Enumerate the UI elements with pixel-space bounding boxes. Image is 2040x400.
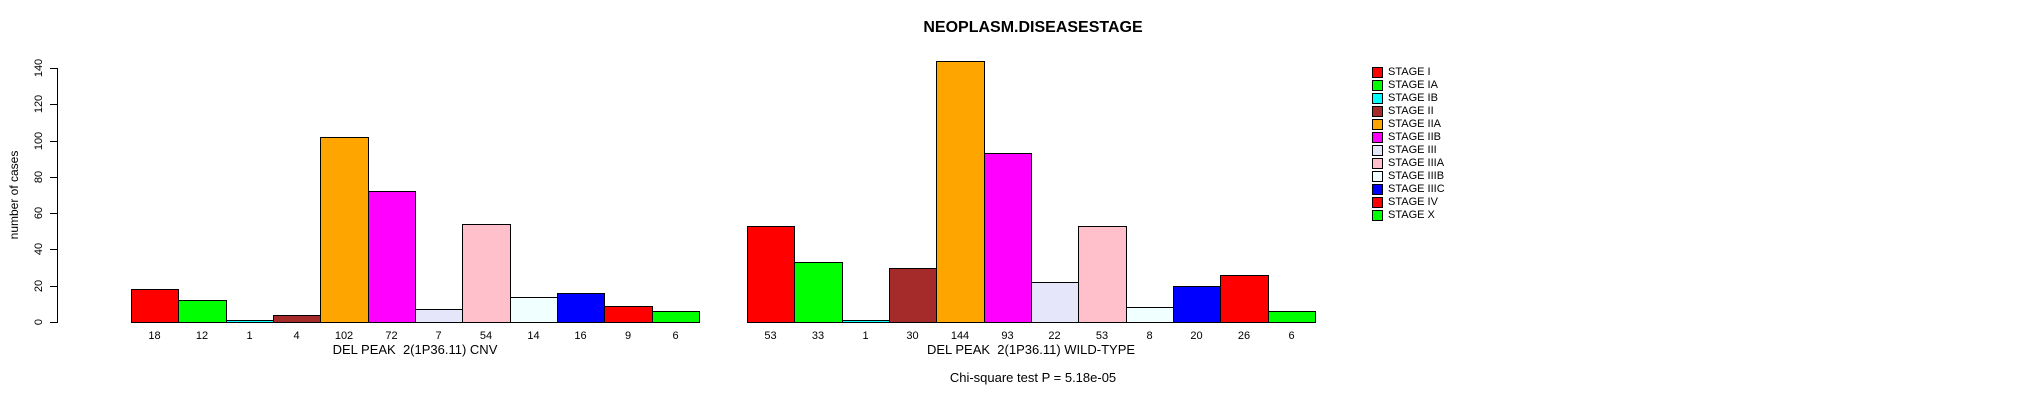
legend-swatch: [1372, 80, 1383, 91]
bar: [178, 300, 227, 323]
bar-value-label: 1: [862, 330, 869, 342]
bar: [747, 226, 795, 323]
bar: [1220, 275, 1269, 323]
bar-value-label: 6: [672, 330, 679, 342]
bar: [794, 262, 843, 323]
legend-label: STAGE III: [1388, 144, 1437, 156]
bar-value-label: 16: [574, 330, 587, 342]
y-tick-label: 40: [33, 242, 45, 256]
bar-value-label: 93: [1001, 330, 1014, 342]
bar: [984, 153, 1032, 323]
y-axis-label: number of cases: [7, 150, 21, 240]
bar: [368, 191, 416, 323]
y-axis-line: [57, 68, 58, 323]
bar-value-label: 6: [1288, 330, 1295, 342]
legend-swatch: [1372, 119, 1383, 130]
bar-value-label: 1: [246, 330, 253, 342]
bar: [889, 268, 937, 323]
chi-square-footnote: Chi-square test P = 5.18e-05: [949, 370, 1117, 385]
legend-label: STAGE II: [1388, 105, 1434, 117]
legend-swatch: [1372, 197, 1383, 208]
bar: [273, 315, 321, 323]
bar-value-label: 9: [624, 330, 632, 342]
bar-value-label: 8: [1146, 330, 1153, 342]
bar-value-label: 54: [479, 330, 493, 342]
y-tick-label: 140: [33, 58, 45, 78]
legend-label: STAGE IIIC: [1388, 183, 1445, 195]
y-tick-label: 100: [33, 131, 45, 151]
y-tick: [50, 249, 57, 250]
legend-label: STAGE X: [1388, 209, 1435, 221]
bar-value-label: 33: [811, 330, 825, 342]
x-group-label: DEL PEAK 2(1P36.11) CNV: [332, 342, 498, 357]
y-tick-label: 120: [33, 94, 45, 114]
legend-swatch: [1372, 171, 1383, 182]
y-tick-label: 0: [33, 318, 45, 326]
legend-swatch: [1372, 93, 1383, 104]
bar-value-label: 26: [1237, 330, 1251, 342]
bar: [1078, 226, 1127, 323]
y-tick-label: 60: [33, 206, 45, 220]
bar-value-label: 144: [950, 330, 970, 342]
y-tick: [50, 286, 57, 287]
bar: [936, 61, 985, 323]
bar: [1268, 311, 1316, 323]
bar-value-label: 72: [385, 330, 398, 342]
bar-value-label: 12: [195, 330, 209, 342]
legend-label: STAGE I: [1388, 66, 1431, 78]
y-tick: [50, 322, 57, 323]
y-tick: [50, 68, 57, 69]
bar: [226, 320, 274, 323]
y-tick: [50, 213, 57, 214]
bar: [842, 320, 890, 323]
y-tick: [50, 177, 57, 178]
bar: [1126, 307, 1174, 323]
y-tick-label: 20: [33, 279, 45, 293]
bar: [1173, 286, 1221, 323]
legend-swatch: [1372, 184, 1383, 195]
bar-value-label: 53: [764, 330, 777, 342]
chart-title: NEOPLASM.DISEASESTAGE: [923, 19, 1143, 36]
bar: [510, 297, 558, 323]
bar-value-label: 20: [1190, 330, 1203, 342]
bar: [557, 293, 605, 323]
bar-value-label: 7: [435, 330, 442, 342]
bar: [1031, 282, 1079, 323]
legend-label: STAGE IV: [1388, 196, 1438, 208]
bar: [131, 289, 179, 323]
legend-label: STAGE IA: [1388, 79, 1438, 91]
bar-value-label: 4: [293, 330, 300, 342]
legend-swatch: [1372, 67, 1383, 78]
legend-swatch: [1372, 145, 1383, 156]
legend-swatch: [1372, 132, 1383, 143]
legend-label: STAGE IIIA: [1388, 157, 1445, 169]
bar: [415, 309, 463, 323]
bar: [652, 311, 700, 323]
bar-value-label: 22: [1048, 330, 1061, 342]
legend-swatch: [1372, 158, 1383, 169]
bar-value-label: 102: [334, 330, 354, 342]
legend-swatch: [1372, 106, 1383, 117]
y-tick-label: 80: [33, 170, 45, 184]
legend-label: STAGE IIB: [1388, 131, 1441, 143]
bar-value-label: 18: [148, 330, 161, 342]
legend-label: STAGE IIA: [1388, 118, 1441, 130]
bar: [462, 224, 511, 323]
bar-value-label: 53: [1095, 330, 1109, 342]
legend-swatch: [1372, 210, 1383, 221]
bar-value-label: 30: [906, 330, 919, 342]
y-tick: [50, 104, 57, 105]
y-tick: [50, 141, 57, 142]
legend-label: STAGE IIIB: [1388, 170, 1445, 182]
bar: [604, 306, 653, 323]
legend-label: STAGE IB: [1388, 92, 1438, 104]
x-group-label: DEL PEAK 2(1P36.11) WILD-TYPE: [926, 342, 1136, 357]
bar-value-label: 14: [527, 330, 540, 342]
bar: [320, 137, 369, 323]
